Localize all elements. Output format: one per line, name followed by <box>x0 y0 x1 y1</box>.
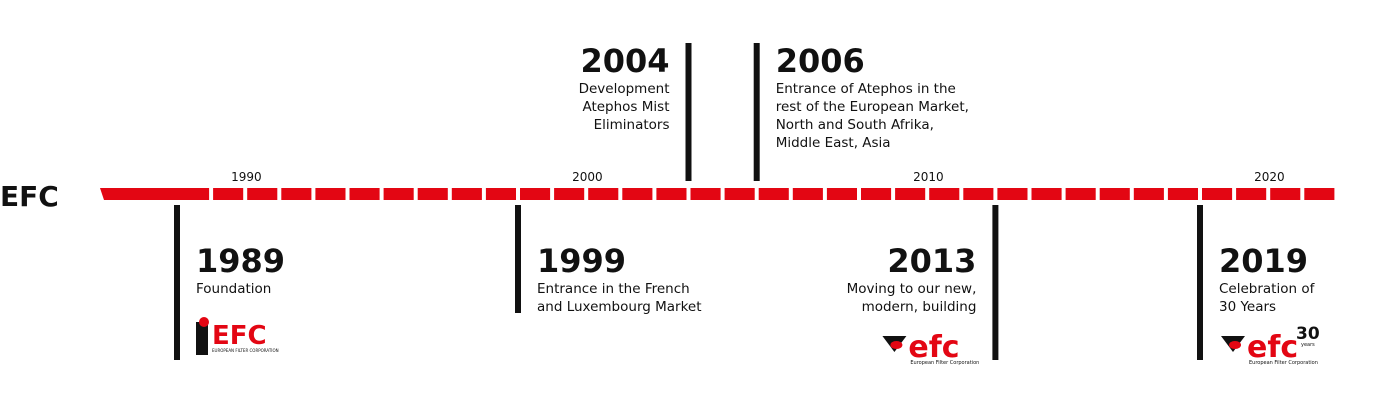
event-year: 2004 <box>580 42 669 80</box>
band-segment <box>1236 188 1267 200</box>
logo-text: EFC <box>212 321 267 351</box>
event-year: 2019 <box>1219 242 1308 280</box>
event-year: 1989 <box>196 242 285 280</box>
band-segment <box>656 188 687 200</box>
band-segment <box>315 188 346 200</box>
decade-label: 2010 <box>913 170 944 184</box>
band-segment <box>281 188 312 200</box>
logo-dot <box>1229 341 1241 349</box>
event-line <box>992 205 999 360</box>
band-segment <box>861 188 892 200</box>
logo-text: efc <box>908 330 959 365</box>
band-segment <box>213 188 244 200</box>
event-description: Moving to our new, <box>847 281 977 297</box>
band-segment <box>929 188 960 200</box>
logo-figure <box>196 322 208 355</box>
event-description: rest of the European Market, <box>776 99 969 115</box>
band-segment <box>1099 188 1130 200</box>
decade-label: 1990 <box>231 170 262 184</box>
band-segment <box>1167 188 1198 200</box>
event-description: Entrance of Atephos in the <box>776 81 956 97</box>
event-year: 2013 <box>887 242 976 280</box>
event-description: Atephos Mist <box>582 99 669 115</box>
band-segment <box>1065 188 1096 200</box>
band-segment <box>622 188 653 200</box>
event-description: Development <box>579 81 670 97</box>
logo-text: efc <box>1247 330 1298 365</box>
band-segment <box>417 188 448 200</box>
logo-subtext: European Filter Corporation <box>1249 360 1318 366</box>
event-description: 30 Years <box>1219 299 1276 315</box>
band-segment <box>485 188 516 200</box>
band-start <box>100 188 210 200</box>
band-segment <box>247 188 278 200</box>
event-description: and Luxembourg Market <box>537 299 702 315</box>
band-segment <box>758 188 789 200</box>
brand-label: EFC <box>0 180 59 213</box>
event-line <box>515 205 521 313</box>
band-segment <box>588 188 619 200</box>
logo-dot <box>890 341 903 349</box>
logo-subtext: European Filter Corporation <box>910 360 979 366</box>
band-segment <box>1133 188 1164 200</box>
event-description: North and South Afrika, <box>776 117 934 133</box>
logo-head <box>199 317 209 327</box>
band-segment <box>383 188 414 200</box>
band-segment <box>1202 188 1233 200</box>
band-segment <box>724 188 755 200</box>
logo-number: 30 <box>1296 324 1320 344</box>
band-segment <box>1031 188 1062 200</box>
event-description: Celebration of <box>1219 281 1316 297</box>
band-segment <box>792 188 823 200</box>
event-description: Eliminators <box>594 117 670 133</box>
logo-years: years <box>1301 342 1315 348</box>
band-segment <box>826 188 857 200</box>
logo-subtext: EUROPEAN FILTER CORPORATION <box>212 348 279 353</box>
event-year: 2006 <box>776 42 865 80</box>
band-segment <box>895 188 926 200</box>
band-segment <box>349 188 380 200</box>
band-segment <box>554 188 585 200</box>
decade-label: 2000 <box>572 170 603 184</box>
band-segment <box>451 188 482 200</box>
band-segment <box>1304 188 1335 200</box>
band-segment <box>1270 188 1301 200</box>
event-description: Foundation <box>196 281 271 297</box>
event-line <box>685 43 692 181</box>
event-description: Entrance in the French <box>537 281 690 297</box>
event-line <box>1197 205 1203 360</box>
event-description: Middle East, Asia <box>776 135 891 151</box>
decade-label: 2020 <box>1254 170 1285 184</box>
event-year: 1999 <box>537 242 626 280</box>
event-line <box>753 43 760 181</box>
band-segment <box>963 188 994 200</box>
event-line <box>174 205 180 360</box>
band-segment <box>997 188 1028 200</box>
event-description: modern, building <box>862 299 977 315</box>
band-segment <box>690 188 721 200</box>
band-segment <box>520 188 551 200</box>
